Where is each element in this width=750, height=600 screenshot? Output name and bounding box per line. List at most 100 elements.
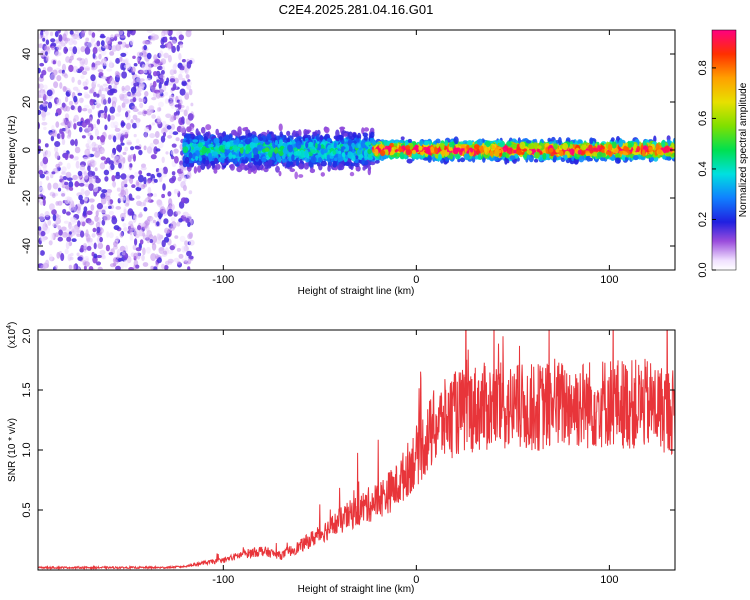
spectrogram-cell (57, 60, 62, 67)
spectrogram-cell (164, 98, 169, 104)
spectrogram-cell (175, 137, 180, 142)
spectrogram-cell (70, 105, 75, 111)
spectrogram-cell (92, 227, 97, 233)
spectrogram-cell (113, 225, 120, 231)
spectrogram-cell (65, 91, 70, 97)
spectrogram-cell (38, 138, 42, 144)
spectrogram-cell (83, 104, 90, 109)
spectrogram-cell (46, 171, 51, 177)
spectrogram-cell (100, 97, 107, 105)
spectrogram-cell (131, 66, 136, 73)
spectrogram-cell (117, 105, 122, 113)
spectrogram-cell (89, 238, 93, 243)
spectrogram-cell (294, 171, 299, 180)
spectrogram-cell (169, 78, 176, 83)
spectrogram-cell (113, 241, 118, 247)
spectrogram-cell (69, 55, 74, 61)
spectrogram-cell (150, 154, 157, 160)
spectrogram-cell (64, 153, 69, 161)
spectrogram-cell (287, 144, 293, 153)
spectrogram-cell (136, 51, 142, 57)
spectrogram-cell (52, 182, 59, 190)
spectrogram-cell (129, 234, 134, 241)
spectrogram-cell (308, 141, 313, 148)
spectrogram-cell (111, 216, 118, 225)
spectrogram-cell (198, 156, 202, 162)
spectrogram-cell (264, 147, 270, 152)
spectrogram-cell (237, 143, 244, 148)
spectrogram-cell (162, 166, 168, 175)
spectrogram-cell (261, 157, 267, 162)
spectrogram-cell (119, 231, 124, 238)
spectrogram-cell (97, 104, 101, 109)
spectrogram-cell (179, 235, 186, 242)
spectrogram-cell (110, 163, 115, 170)
spectrogram-cell (161, 193, 166, 199)
spectrogram-cell (59, 175, 63, 180)
spectrogram-cell (40, 235, 46, 241)
spectrogram-cell (72, 156, 79, 161)
spectrogram-cell (180, 116, 185, 124)
spectrogram-cell (181, 245, 187, 253)
spectrogram-cell (115, 57, 120, 64)
spectrogram-cell (81, 70, 88, 75)
spectrogram-cell (234, 157, 238, 164)
spectrogram-cell (534, 158, 539, 163)
spectrogram-cell (93, 91, 97, 98)
spectrogram-cell (170, 150, 175, 155)
spectrogram-cell (156, 172, 162, 178)
spectrogram-cell (310, 156, 317, 164)
spectrogram-cell (298, 163, 305, 170)
spectrogram-cell (114, 33, 121, 37)
spectrogram-cell (171, 87, 175, 91)
spectrogram-cell (153, 193, 158, 198)
spectrogram-cell (99, 162, 106, 170)
spectrogram-cell (96, 261, 101, 266)
spectrogram-cell (105, 36, 111, 45)
spectrogram-cell (185, 92, 190, 97)
spectrogram-cell (104, 105, 108, 114)
spectrogram-cell (185, 74, 190, 79)
spectrogram-cell (89, 177, 93, 185)
spectrogram-cell (38, 169, 44, 175)
spectrogram-cell (95, 210, 99, 217)
spectrogram-cell (115, 174, 121, 180)
spectrogram-cell (320, 160, 327, 167)
spectrogram-cell (51, 209, 57, 216)
spectrogram-cell (285, 161, 291, 168)
spectrogram-cell (38, 226, 42, 231)
spectrogram-cell (152, 80, 157, 88)
spectrogram-cell (158, 213, 162, 220)
spectrogram-cell (253, 136, 259, 144)
spectrogram-cell (101, 219, 106, 226)
spectrogram-cell (178, 34, 184, 41)
spectrogram-cell (169, 245, 175, 251)
spectrogram-cell (144, 40, 149, 45)
spectrogram-cell (99, 135, 106, 143)
spectrogram-cell (45, 55, 50, 62)
spectrogram-cell (117, 257, 123, 262)
spectrogram-cell (168, 81, 174, 86)
spectrogram-cell (72, 46, 78, 55)
spectrogram-cell (179, 69, 184, 74)
spectrogram-cell (100, 209, 107, 214)
spectrogram-cell (97, 30, 102, 33)
spectrogram-cell (150, 33, 157, 42)
spectrogram-cell (94, 151, 100, 158)
spectrogram-cell (188, 190, 193, 195)
spectrogram-cell (352, 132, 357, 139)
spectrogram-cell (195, 155, 199, 161)
spectrogram-cell (286, 137, 291, 143)
spectrogram-cell (162, 84, 167, 92)
spectrogram-cell (43, 164, 47, 173)
spectrogram-cell (165, 113, 172, 119)
spectrogram-cell (133, 133, 137, 138)
spectrogram-cell (109, 106, 116, 114)
spectrogram-cell (61, 63, 67, 72)
spectrogram-cell (163, 30, 169, 36)
spectrogram-cell (343, 132, 348, 137)
spectrogram-cell (138, 174, 144, 183)
spectrogram-cell (113, 155, 119, 161)
spectrogram-cell (50, 173, 54, 179)
spectrogram-cell (266, 133, 272, 140)
